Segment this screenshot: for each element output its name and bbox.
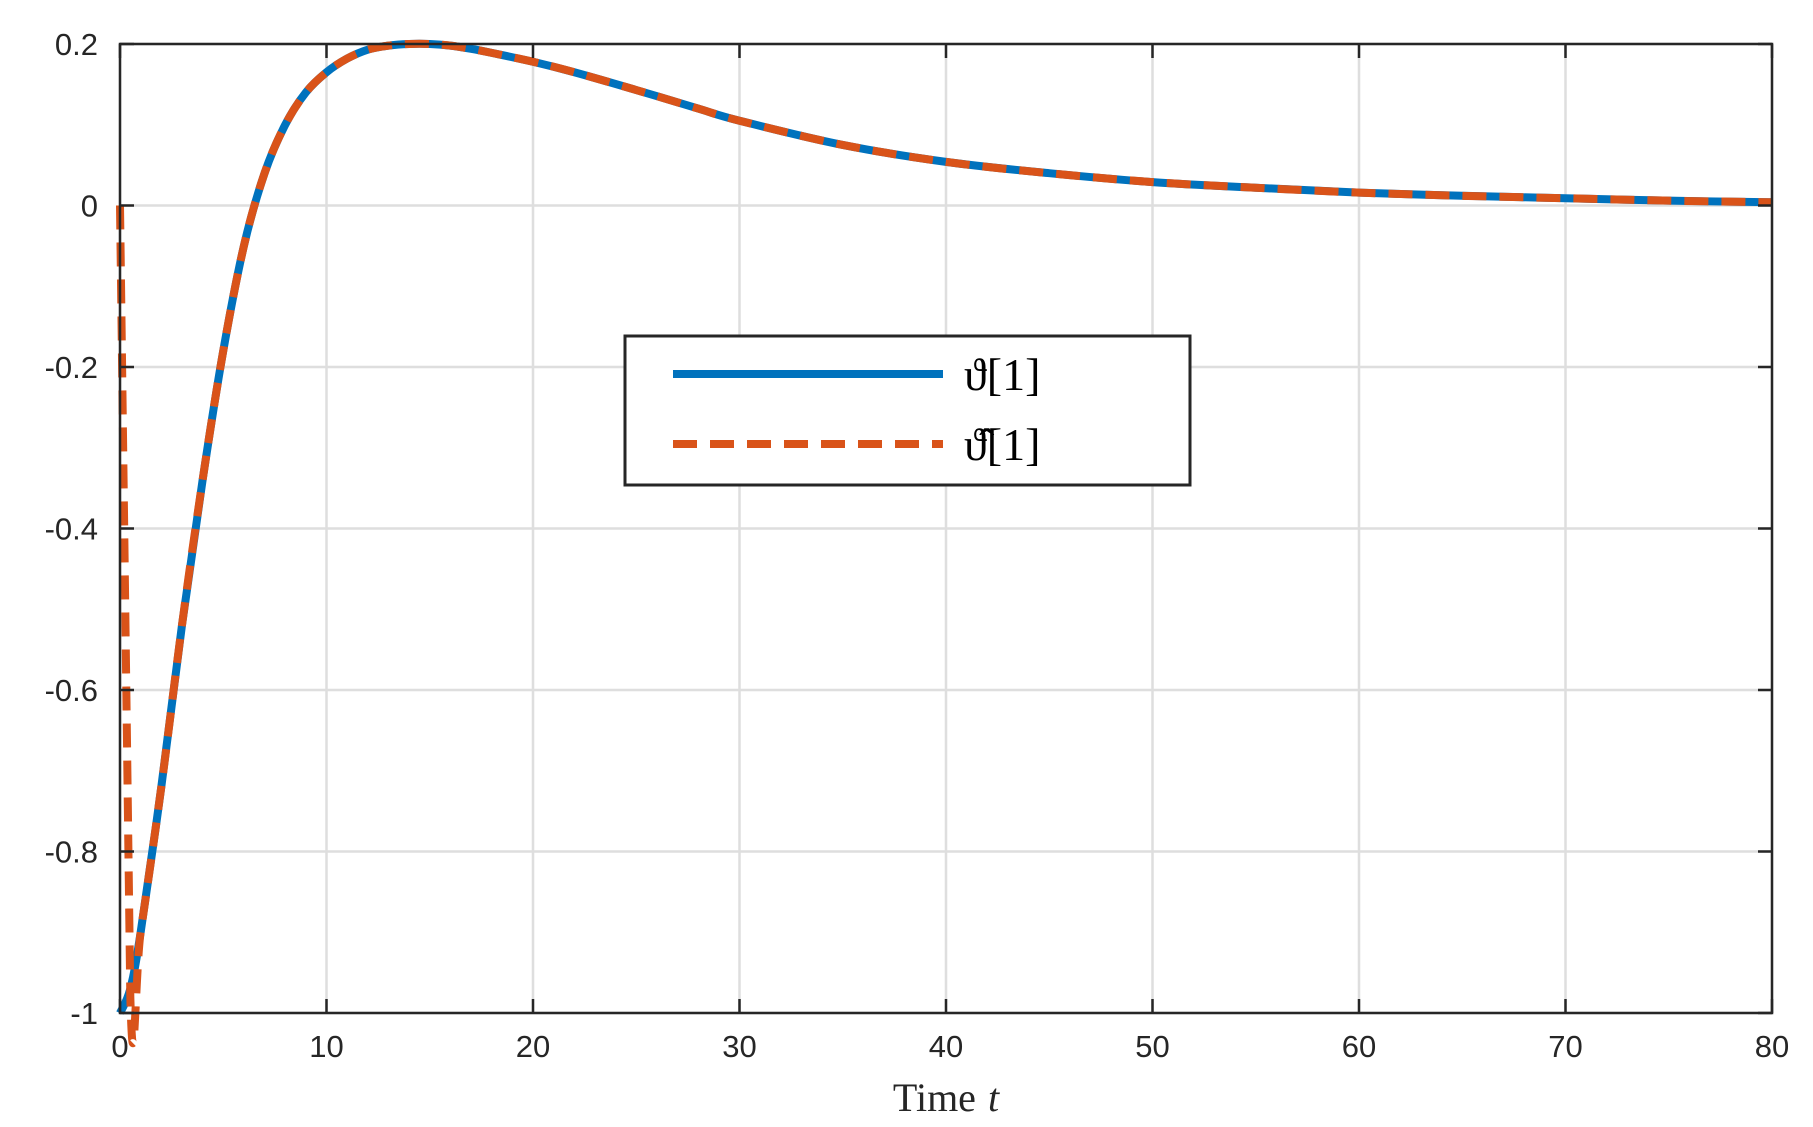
legend-box: [623, 334, 1192, 487]
y-tick-label: -0.6: [45, 673, 98, 708]
x-tick-label: 0: [111, 1029, 128, 1064]
x-tick-label: 60: [1342, 1029, 1376, 1064]
y-tick-label: 0: [81, 189, 98, 224]
axis-ticks: [118, 42, 1774, 1015]
y-tick-label: -0.4: [45, 512, 98, 547]
legend-label-series-1: ϑ[1]: [964, 349, 1040, 400]
x-tick-label: 20: [516, 1029, 550, 1064]
x-tick-label: 70: [1548, 1029, 1582, 1064]
axis-tick-labels: 0 10 20 30 40 50 60 70 80 -1 -0.8 -0.6 -0.4 -0.2 0 0.2: [45, 27, 1790, 1064]
y-tick-label: -0.2: [45, 350, 98, 385]
x-tick-label: 80: [1755, 1029, 1789, 1064]
x-tick-label: 40: [929, 1029, 963, 1064]
x-tick-label: 30: [722, 1029, 756, 1064]
x-axis-title-variable: t: [988, 1075, 1000, 1120]
legend-label-series-2: ϑ̂[1]: [964, 419, 1040, 470]
x-tick-label: 50: [1135, 1029, 1169, 1064]
y-tick-label: 0.2: [55, 27, 98, 62]
y-tick-label: -1: [70, 996, 98, 1031]
legend: ϑ[1] ϑ̂[1]: [623, 334, 1192, 487]
x-axis-title-text: Time: [893, 1075, 976, 1120]
x-axis-title: Time t: [893, 1075, 1000, 1120]
x-tick-label: 10: [309, 1029, 343, 1064]
series-line-2: [116, 39, 1773, 1048]
series-layer: [116, 39, 1773, 1048]
y-tick-label: -0.8: [45, 835, 98, 870]
